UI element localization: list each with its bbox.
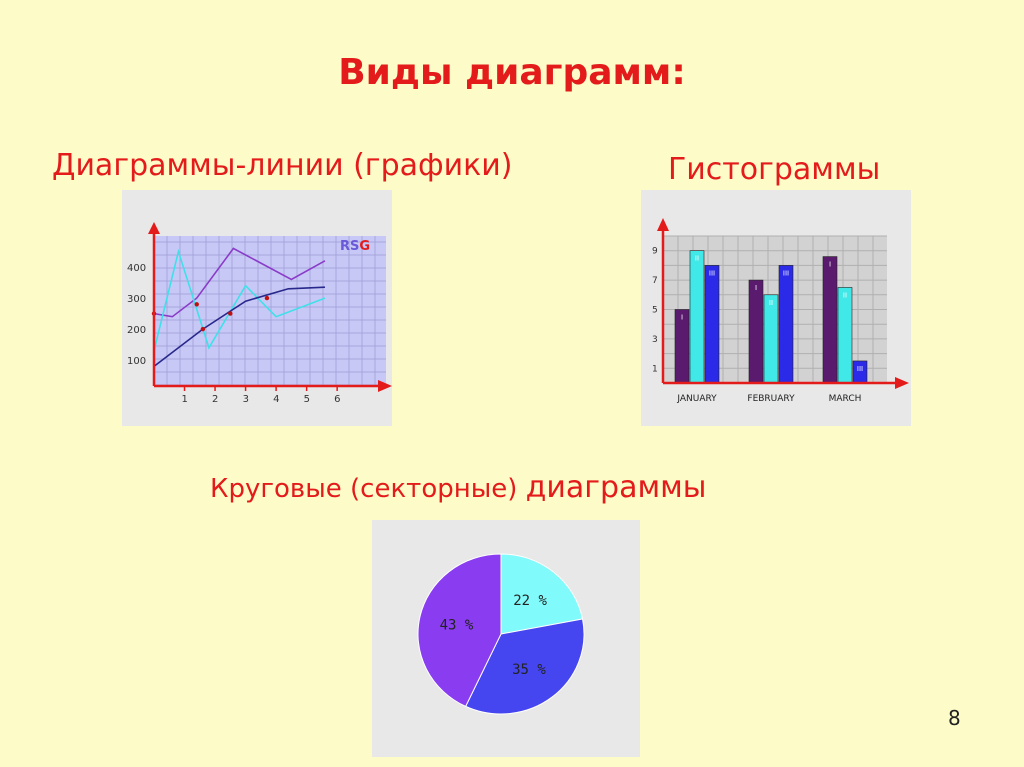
pie-slice-3	[417, 553, 502, 708]
line-x-axis-arrow	[378, 380, 392, 392]
slide-title: Виды диаграмм:	[338, 52, 686, 93]
line-series-1	[153, 247, 326, 318]
pie-slice-label: 43 %	[440, 617, 474, 633]
line-y-tick-label: 400	[127, 263, 146, 274]
hist-y-tick-label: 1	[652, 364, 658, 374]
hist-bar	[822, 256, 838, 384]
line-data-point	[200, 326, 206, 332]
rsg-logo: RSG	[340, 239, 370, 254]
hist-bar	[763, 294, 779, 384]
line-series-2	[153, 248, 326, 352]
hist-bar	[689, 250, 705, 384]
line-y-axis-arrow	[148, 222, 160, 234]
hist-bar-label: III	[857, 365, 863, 373]
hist-bar-label: I	[755, 284, 757, 292]
line-data-point	[194, 302, 199, 307]
pie-heading-part1: Круговые (секторные)	[210, 474, 526, 504]
hist-y-tick-label: 7	[652, 276, 658, 286]
line-y-tick-label: 200	[127, 325, 146, 336]
hist-bar-label: III	[783, 269, 789, 277]
pie-chart-svg: 22 % 35 % 43 %	[417, 553, 585, 715]
line-series-3	[153, 286, 325, 368]
hist-category-label: JANUARY	[676, 394, 717, 404]
hist-bar	[704, 265, 720, 384]
line-chart: RSG 100 200 300 400 1 2 3 4 5 6	[122, 190, 392, 426]
hist-y-tick-label: 9	[652, 247, 658, 257]
hist-bar-label: I	[681, 314, 683, 322]
hist-bar	[748, 279, 764, 384]
hist-y-tick-label: 3	[652, 335, 658, 345]
hist-category-label: MARCH	[829, 394, 862, 404]
pie-chart: 22 % 35 % 43 %	[372, 520, 640, 757]
histogram-heading: Гистограммы	[668, 152, 881, 187]
hist-bar-label: III	[709, 269, 715, 277]
histogram-chart: 1 3 5 7 9 I II III JANUARY I II III FEBRUARY I II III MA…	[641, 190, 911, 426]
hist-bar-label: II	[695, 255, 699, 263]
line-y-tick-label: 300	[127, 294, 146, 305]
line-x-tick-label: 5	[304, 394, 310, 405]
histogram-chart-svg: 13579IIIIIIJANUARYIIIIIIFEBRUARYIIIIIIMA…	[652, 218, 909, 404]
line-x-tick-label: 6	[334, 394, 340, 405]
line-data-point	[264, 295, 270, 301]
line-x-tick-label: 4	[273, 394, 279, 405]
line-x-tick-label: 1	[182, 394, 188, 405]
hist-bar	[837, 287, 853, 384]
page-number: 8	[948, 706, 961, 730]
line-data-point	[228, 311, 233, 316]
line-x-tick-label: 3	[243, 394, 249, 405]
line-chart-heading: Диаграммы-линии (графики)	[52, 148, 513, 183]
hist-category-label: FEBRUARY	[747, 394, 795, 404]
pie-heading-part2: диаграммы	[525, 470, 707, 505]
line-chart-svg: RSG 100 200 300 400 1 2 3 4 5 6	[127, 222, 392, 405]
pie-slice-1	[500, 553, 584, 635]
hist-y-axis-arrow	[657, 218, 669, 231]
line-x-tick-label: 2	[212, 394, 218, 405]
pie-slice-2	[464, 618, 585, 715]
line-y-tick-label: 100	[127, 356, 146, 367]
hist-bar	[778, 265, 794, 384]
hist-y-tick-label: 5	[652, 306, 658, 316]
hist-x-axis-arrow	[895, 377, 909, 389]
pie-chart-heading: Круговые (секторные) диаграммы	[210, 470, 706, 505]
pie-slice-label: 22 %	[513, 593, 547, 609]
pie-slice-label: 35 %	[512, 662, 546, 678]
hist-bar-label: II	[843, 291, 847, 299]
hist-bar-label: II	[769, 299, 773, 307]
hist-bar-label: I	[829, 261, 831, 269]
